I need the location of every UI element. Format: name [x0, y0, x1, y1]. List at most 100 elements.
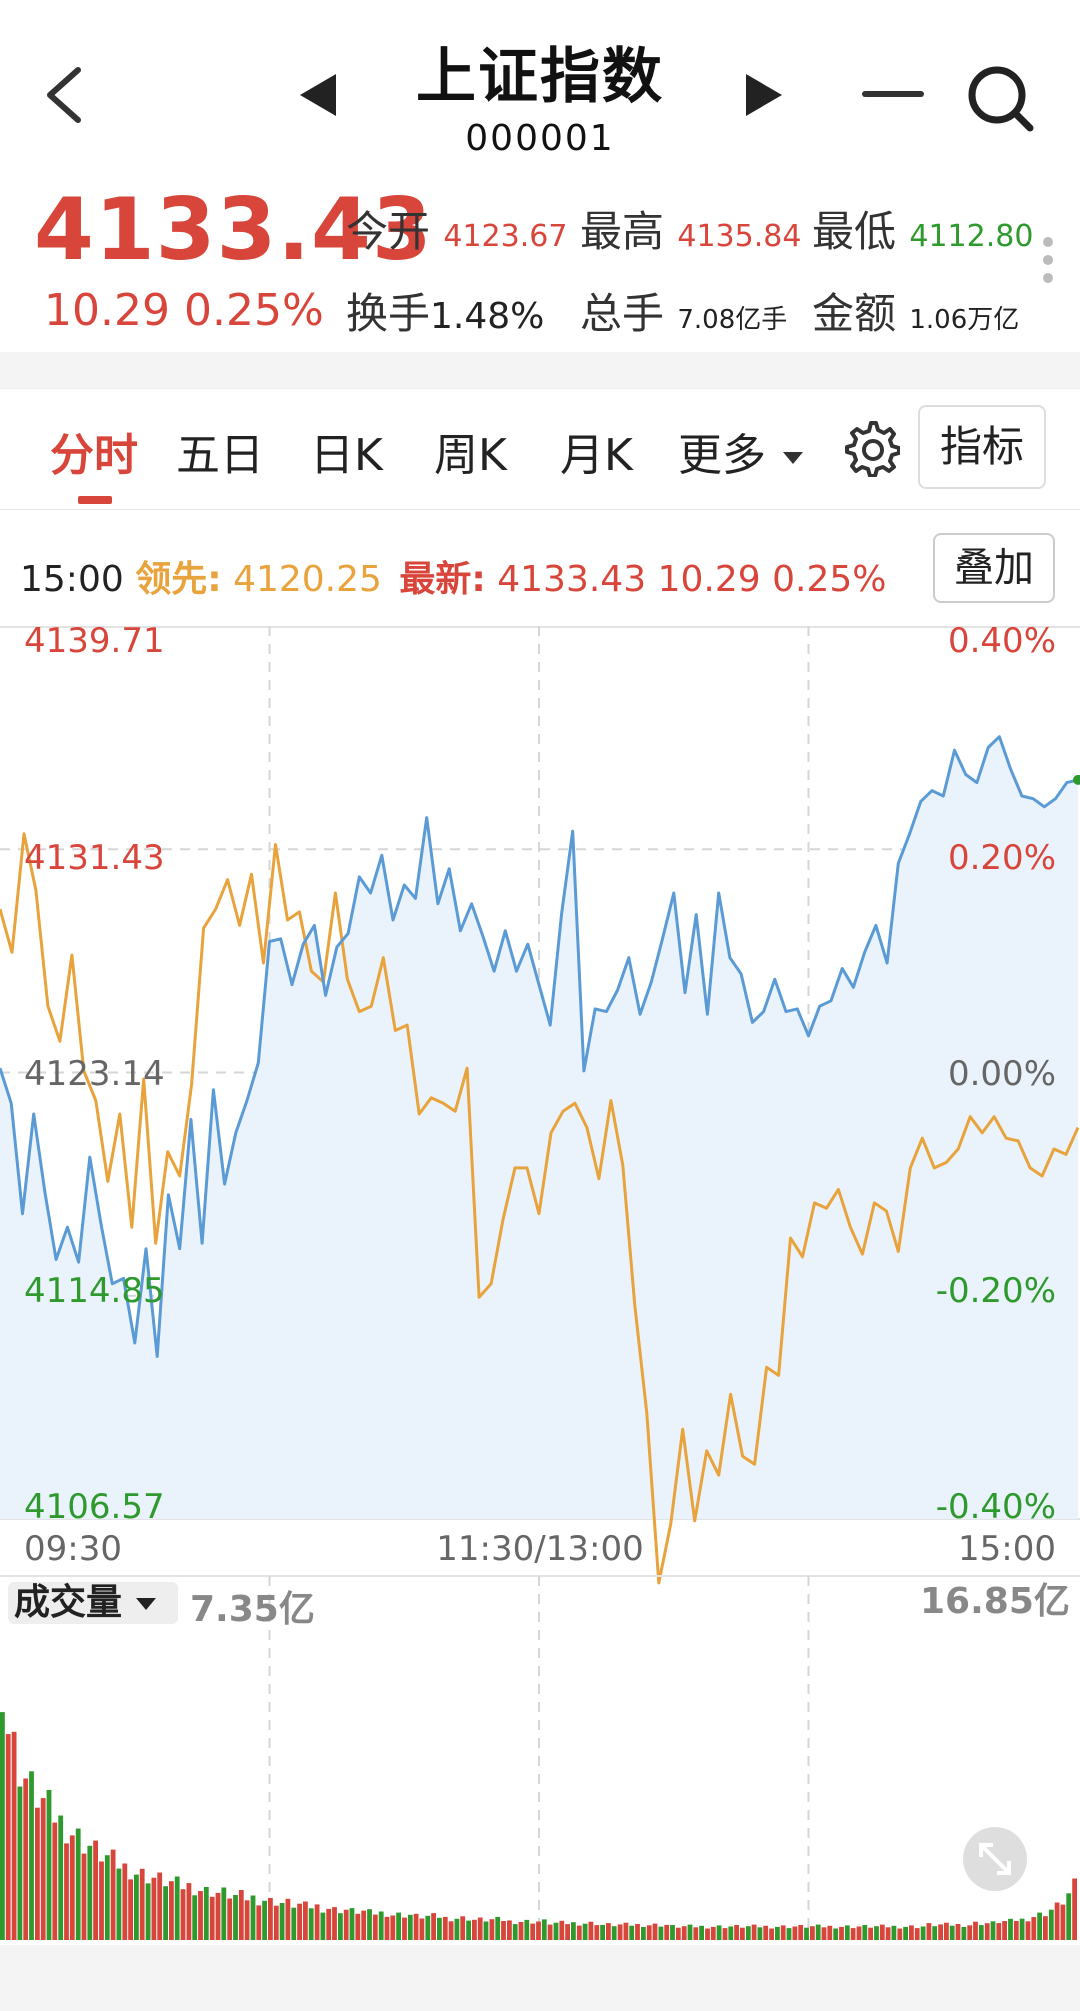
volume-bar — [1066, 1893, 1072, 1940]
overlay-button[interactable]: 叠加 — [933, 533, 1055, 603]
volume-bar — [314, 1904, 320, 1940]
volume-bar — [518, 1922, 524, 1940]
more-options-button[interactable] — [1040, 234, 1056, 286]
settings-button[interactable] — [842, 419, 901, 478]
tab-intraday[interactable]: 分时 — [50, 430, 138, 481]
volume-bar — [361, 1910, 367, 1940]
volume-bar — [856, 1926, 862, 1940]
volume-bar — [308, 1908, 314, 1940]
volume-bar — [472, 1919, 477, 1940]
back-button[interactable] — [34, 60, 94, 130]
volume-bar — [833, 1928, 839, 1940]
volume-bar — [437, 1917, 442, 1940]
crosshair-info: 15:00 领先: 4120.25 最新: 4133.43 10.29 0.25… — [20, 550, 886, 602]
y-left-tick: 4131.43 — [24, 838, 165, 878]
volume-bar — [466, 1920, 471, 1940]
volume-bar — [891, 1925, 897, 1940]
volume-bar — [547, 1924, 553, 1940]
turnover-stat: 换手1.48% — [346, 280, 544, 341]
volume-bar — [565, 1924, 570, 1940]
volume-bar — [396, 1912, 401, 1940]
volume-bar — [623, 1922, 629, 1940]
volume-header[interactable]: 成交量 — [8, 1582, 178, 1624]
volume-bar — [273, 1905, 279, 1940]
volume-bar — [186, 1883, 192, 1940]
volume-bar — [745, 1926, 751, 1940]
volume-bar — [431, 1913, 436, 1940]
volume-bar — [372, 1914, 378, 1940]
indicator-button[interactable]: 指标 — [918, 405, 1046, 489]
volume-bar — [69, 1835, 75, 1940]
volume-bar — [926, 1923, 932, 1940]
volume-bar — [710, 1926, 716, 1940]
volume-bar — [932, 1926, 938, 1940]
volume-bar — [11, 1731, 17, 1940]
next-stock-button[interactable] — [742, 72, 786, 118]
triangle-left-icon — [300, 74, 336, 116]
gear-icon — [845, 421, 901, 478]
minus-icon — [862, 91, 924, 97]
volume-bar — [751, 1924, 757, 1940]
change-value: 10.29 — [44, 285, 170, 336]
volume-bar — [507, 1920, 512, 1940]
latest-change: 10.29 — [657, 559, 761, 600]
volume-bar — [594, 1925, 600, 1940]
volume-bar — [973, 1921, 978, 1940]
volume-bar — [169, 1881, 174, 1940]
volume-bar — [990, 1921, 996, 1940]
prev-stock-button[interactable] — [296, 72, 340, 118]
price-line — [0, 735, 1079, 1358]
search-button[interactable] — [966, 64, 1036, 134]
volume-bar — [250, 1895, 256, 1940]
volume-bar — [903, 1926, 908, 1940]
volume-bar — [786, 1928, 792, 1940]
y-left-tick: 4139.71 — [24, 626, 165, 661]
minimize-button[interactable] — [862, 86, 924, 100]
volume-bar — [559, 1920, 565, 1940]
volume-bar — [588, 1921, 594, 1940]
volume-bar — [646, 1925, 652, 1940]
volume-bar — [297, 1903, 302, 1940]
active-tab-indicator — [78, 496, 112, 504]
volume-bar — [256, 1905, 262, 1940]
volume-bar — [192, 1895, 198, 1940]
volume-bar — [227, 1898, 233, 1940]
open-value: 4123.67 — [443, 219, 568, 254]
bottom-bar — [0, 1945, 1080, 2011]
volume-bar — [110, 1849, 116, 1940]
tab-monthly-k[interactable]: 月K — [560, 430, 633, 481]
price-area-fill — [0, 736, 1078, 1519]
tab-weekly-k[interactable]: 周K — [434, 430, 507, 481]
volume-bar — [769, 1928, 774, 1940]
volume-bar — [850, 1928, 856, 1940]
high-stat: 最高 4135.84 — [580, 198, 801, 259]
low-value: 4112.80 — [909, 219, 1034, 254]
volume-bar — [35, 1807, 40, 1940]
y-right-tick: 0.00% — [948, 1054, 1056, 1094]
current-price: 4133.43 — [34, 180, 433, 280]
tab-more[interactable]: 更多 — [678, 419, 804, 483]
volume-bar — [524, 1919, 530, 1940]
volume-bar — [571, 1922, 576, 1940]
volume-bar — [821, 1927, 827, 1940]
tab-daily-k[interactable]: 日K — [310, 430, 383, 481]
volume-bar — [122, 1863, 128, 1940]
intraday-chart[interactable]: 4139.71 4131.43 4123.14 4114.85 4106.57 0.40%… — [0, 626, 1080, 1945]
volume-bar — [1008, 1918, 1013, 1940]
expand-chart-button[interactable] — [963, 1827, 1027, 1891]
volume-bar — [920, 1926, 926, 1940]
volume-bar — [862, 1925, 868, 1940]
volume-bar — [419, 1918, 425, 1940]
volume-bar — [827, 1925, 833, 1940]
volume-bar — [576, 1925, 582, 1940]
tab-five-day[interactable]: 五日 — [176, 430, 264, 481]
section-divider — [0, 352, 1080, 388]
low-label: 最低 — [812, 207, 897, 256]
volume-bar — [1054, 1902, 1060, 1940]
volume-bar — [64, 1843, 69, 1940]
volume-bar — [617, 1924, 623, 1940]
volume-bar — [104, 1855, 110, 1940]
volume-bar — [233, 1895, 238, 1940]
volume-bar — [1072, 1878, 1077, 1940]
volume-bar — [180, 1889, 186, 1940]
